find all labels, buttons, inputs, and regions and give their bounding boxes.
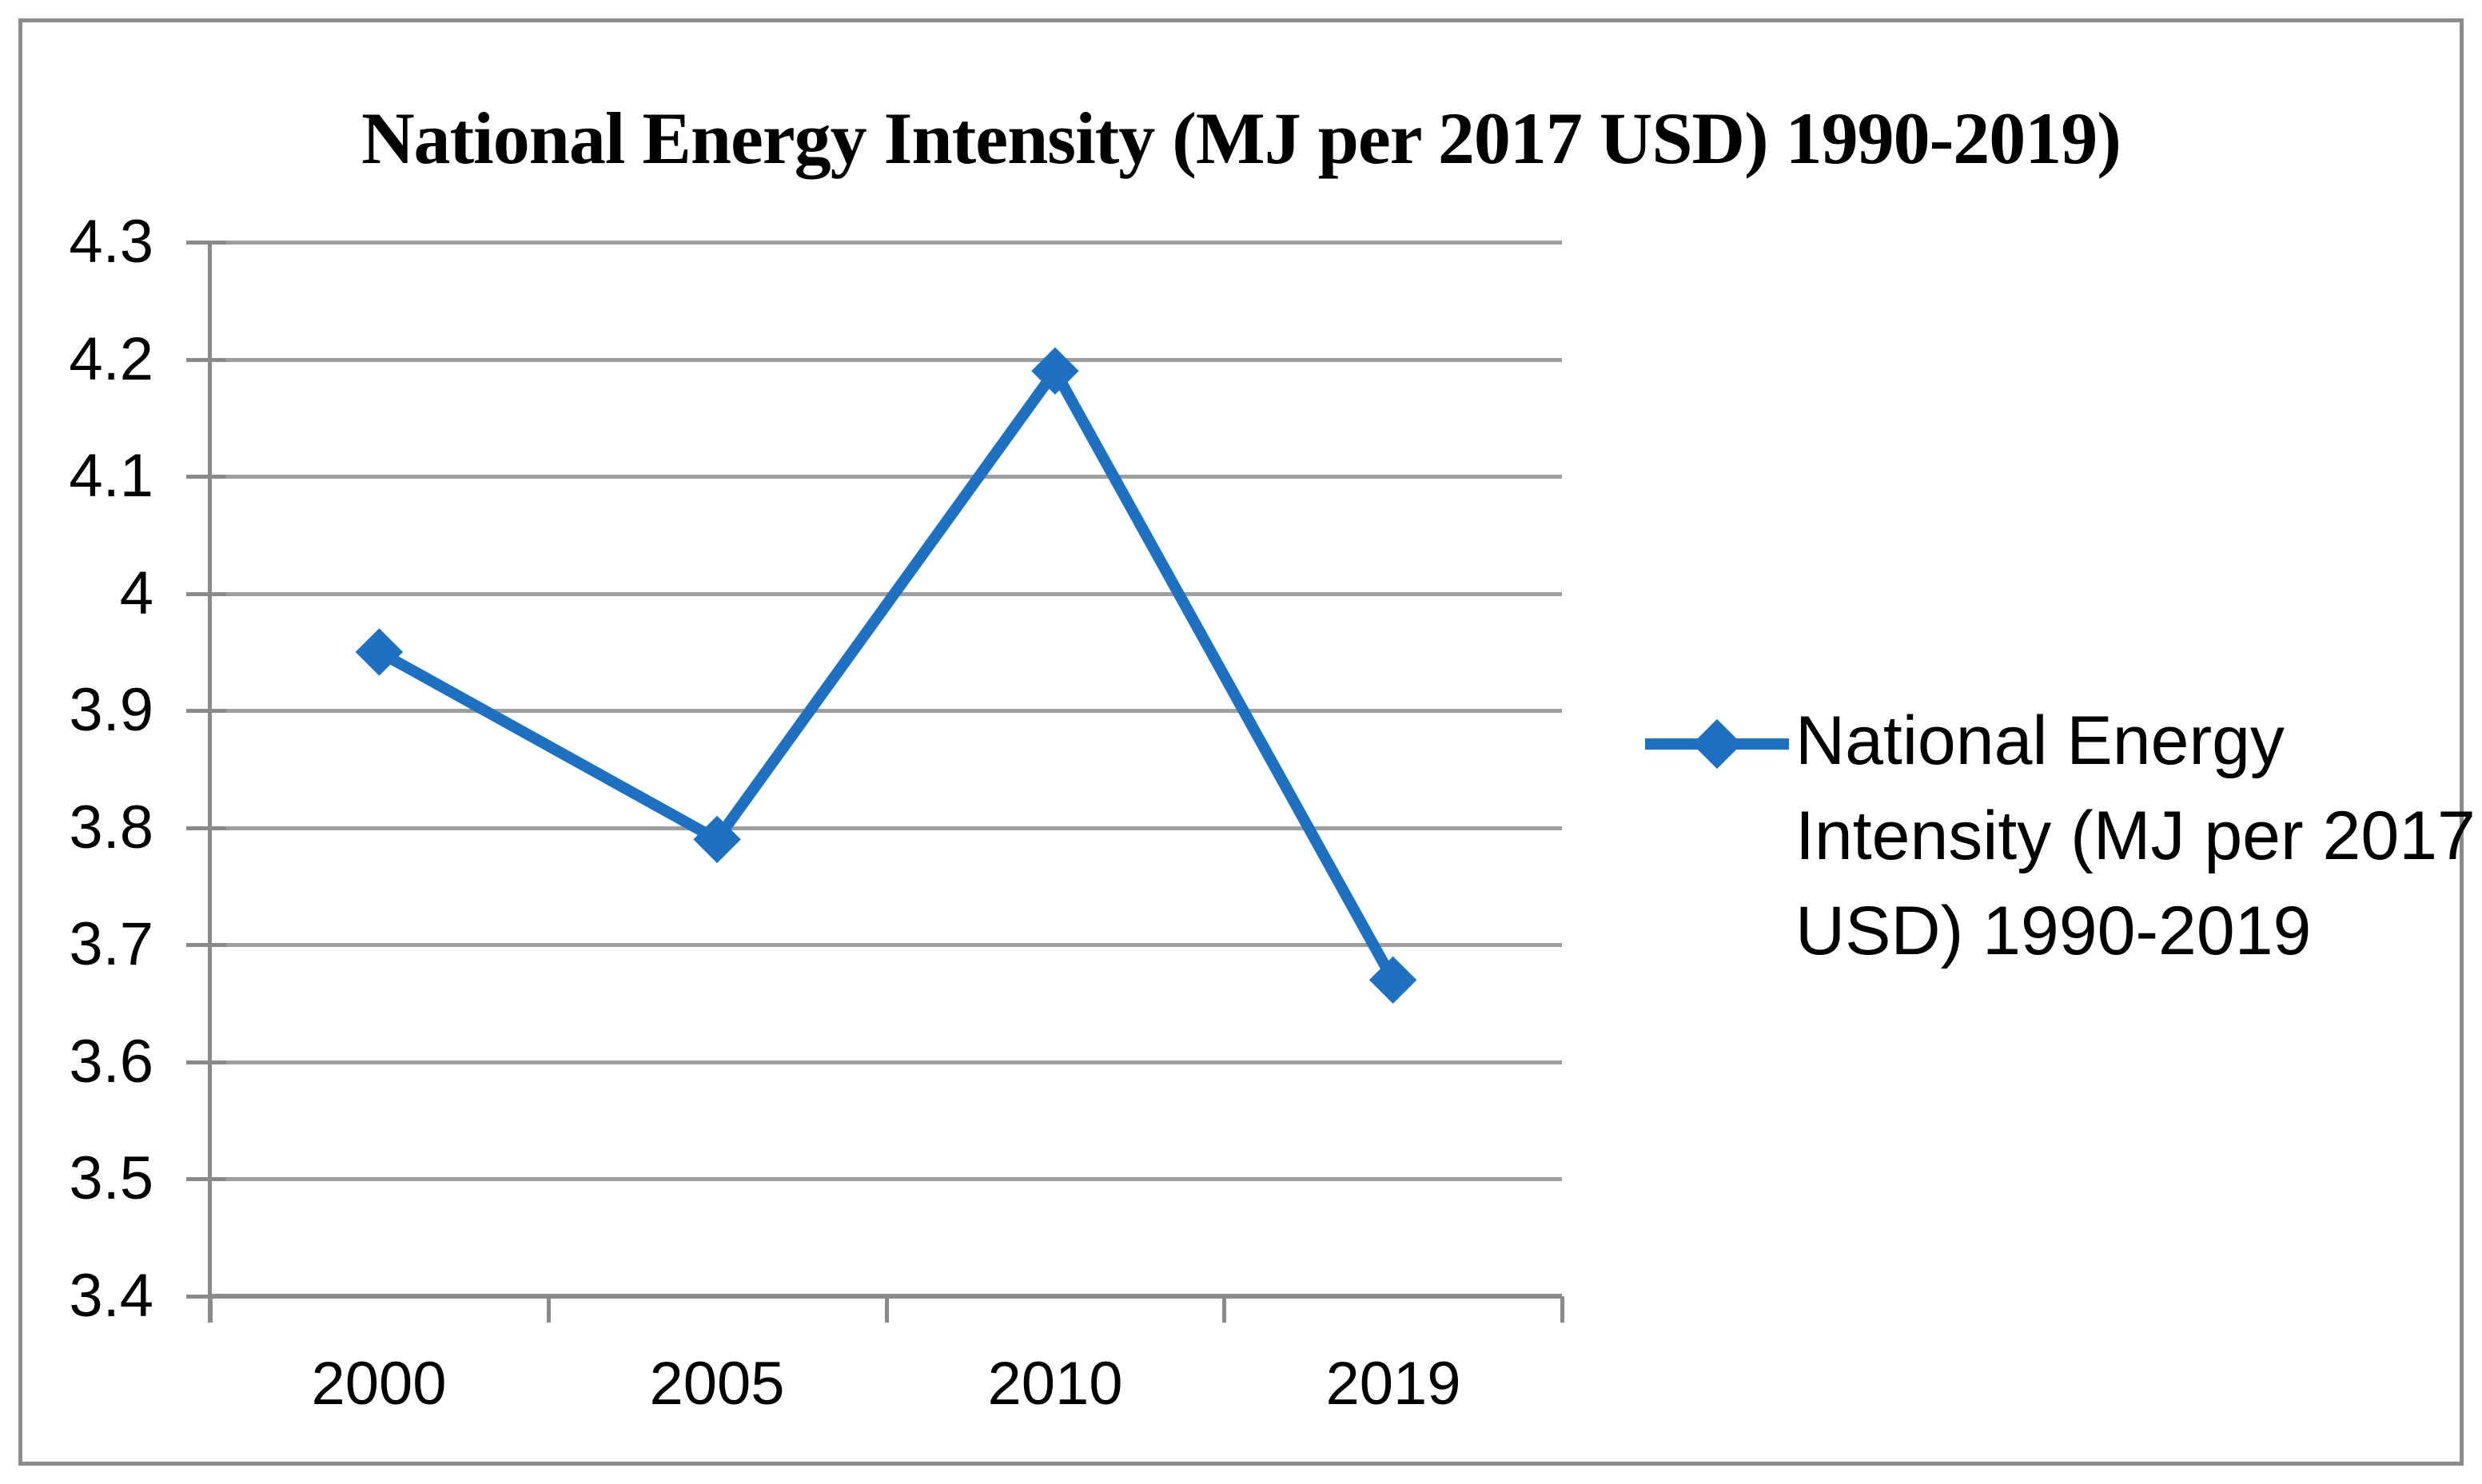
x-axis-tick (1560, 1296, 1564, 1323)
y-axis-tick (186, 1177, 226, 1181)
y-axis-tick (186, 1295, 226, 1299)
y-axis-tick (186, 358, 226, 362)
legend-marker-icon (1645, 718, 1789, 770)
y-axis-tick-label: 3.5 (69, 1144, 153, 1212)
y-axis-tick-label: 4.3 (69, 208, 153, 276)
data-point-marker (1368, 956, 1417, 1004)
legend-label-line: National Energy (1795, 702, 2285, 779)
gridline (210, 1060, 1562, 1064)
y-axis-tick (186, 241, 226, 245)
gridline (210, 241, 1562, 245)
y-axis-tick (186, 943, 226, 947)
x-axis-tick (547, 1296, 551, 1323)
y-axis-line (208, 242, 212, 1323)
x-axis-tick (209, 1296, 213, 1323)
y-axis-tick-label: 3.4 (69, 1262, 153, 1330)
legend-label-line: Intensity (MJ per 2017 (1795, 798, 2476, 874)
x-axis-tick-label: 2000 (311, 1350, 447, 1418)
y-axis-tick (186, 592, 226, 596)
y-axis-tick (186, 709, 226, 713)
chart-title: National Energy Intensity (MJ per 2017 U… (361, 97, 2121, 179)
gridline (210, 1177, 1562, 1181)
legend-label-line: USD) 1990-2019 (1795, 893, 2312, 969)
x-axis-tick-label: 2010 (987, 1350, 1123, 1418)
x-axis-tick (1222, 1296, 1226, 1323)
data-point-marker (355, 628, 404, 676)
y-axis-tick-label: 3.6 (69, 1028, 153, 1096)
gridline (210, 943, 1562, 947)
y-axis-tick-label: 3.8 (69, 794, 153, 861)
x-axis-tick-label: 2019 (1325, 1350, 1461, 1418)
y-axis-tick-label: 4 (119, 559, 153, 627)
y-axis-tick-label: 3.7 (69, 910, 153, 978)
x-axis-tick-label: 2005 (649, 1350, 785, 1418)
y-axis-tick (186, 1060, 226, 1064)
gridline (210, 475, 1562, 479)
y-axis-tick-label: 4.1 (69, 442, 153, 510)
chart-frame (18, 18, 2464, 1466)
x-axis-tick (885, 1296, 889, 1323)
gridline (210, 709, 1562, 713)
legend-label: National Energy Intensity (MJ per 2017 U… (1795, 694, 2476, 979)
y-axis-tick (186, 475, 226, 479)
series-line (376, 365, 1398, 983)
y-axis-tick-label: 4.2 (69, 325, 153, 393)
gridline (210, 358, 1562, 362)
gridline (210, 592, 1562, 596)
gridline (210, 826, 1562, 830)
y-axis-tick-label: 3.9 (69, 676, 153, 744)
y-axis-tick (186, 826, 226, 830)
